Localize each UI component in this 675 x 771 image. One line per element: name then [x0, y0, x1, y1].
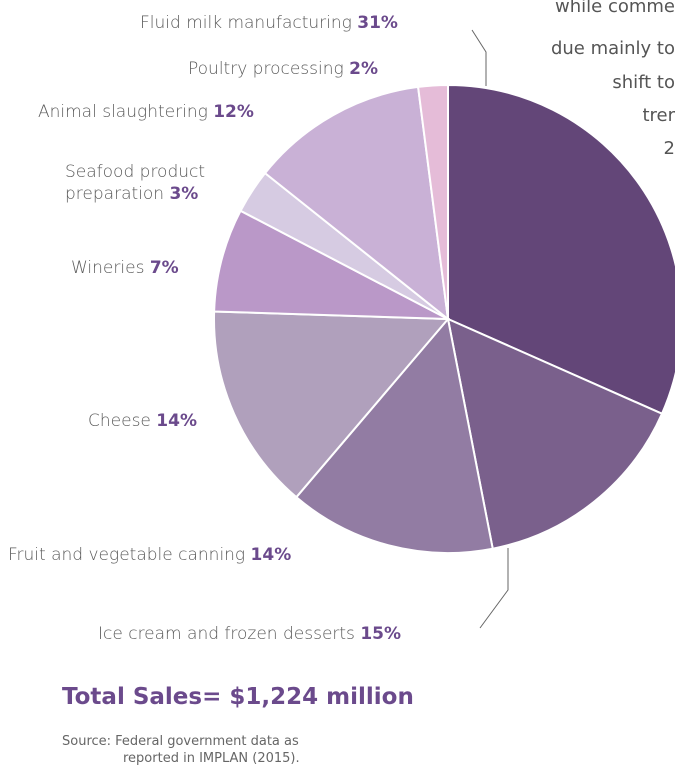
slice-label-fruit-vegetable: Fruit and vegetable canning 14% — [8, 544, 291, 566]
label-percent: 2% — [349, 59, 378, 79]
pie-slice-poultry-processing — [416, 83, 449, 320]
label-text: Wineries — [71, 258, 145, 278]
slice-label-ice-cream: Ice cream and frozen desserts 15% — [98, 623, 401, 645]
source-note: Source: Federal government data as repor… — [62, 733, 382, 767]
source-line2: reported in IMPLAN (2015). — [123, 751, 300, 766]
label-percent: 14% — [156, 411, 197, 431]
label-percent: 12% — [213, 102, 254, 122]
label-text: Cheese — [88, 411, 151, 431]
label-percent: 3% — [169, 184, 199, 204]
pie-slice-wineries — [213, 209, 449, 320]
total-sales: Total Sales= $1,224 million — [62, 684, 414, 710]
label-percent: 7% — [149, 258, 179, 278]
slice-label-poultry: Poultry processing 2% — [188, 58, 378, 80]
label-text: Poultry processing — [188, 59, 344, 79]
label-percent: 15% — [360, 624, 402, 644]
label-text: Ice cream and frozen desserts — [98, 624, 355, 644]
leader-line-fluid-milk — [471, 29, 487, 86]
label-text-line1: Seafood product — [65, 162, 206, 182]
side-text-line1: while comme — [555, 0, 675, 17]
source-line1: Source: Federal government data as — [62, 734, 299, 749]
label-text-line2: preparation — [65, 184, 165, 204]
side-text-line3: shift to — [612, 72, 675, 93]
pie-slice-fluid-milk-manufacturing — [447, 83, 675, 416]
pie-slice-animal-slaughtering — [263, 85, 450, 322]
side-text-line5: 2 — [663, 138, 675, 159]
side-text-line4: trer — [642, 105, 675, 126]
slice-label-fluid-milk: Fluid milk manufacturing 31% — [140, 12, 398, 34]
leader-line-ice-cream — [479, 548, 509, 629]
pie-slice-fruit-and-vegetable-canning — [294, 316, 494, 554]
slice-label-animal-slaughtering: Animal slaughtering 12% — [38, 101, 254, 123]
label-text: Fruit and vegetable canning — [8, 545, 246, 565]
pie-slice-cheese — [213, 310, 451, 499]
slice-label-cheese: Cheese 14% — [88, 410, 197, 432]
label-text: Fluid milk manufacturing — [140, 13, 352, 33]
pie-slice-ice-cream-and-frozen-desserts — [446, 317, 664, 550]
slice-label-seafood: Seafood product preparation 3% — [65, 161, 205, 205]
slice-label-wineries: Wineries 7% — [71, 257, 179, 279]
label-percent: 31% — [357, 13, 398, 33]
label-percent: 14% — [250, 545, 292, 565]
label-text: Animal slaughtering — [38, 102, 208, 122]
side-text-line2: due mainly to — [550, 38, 675, 59]
